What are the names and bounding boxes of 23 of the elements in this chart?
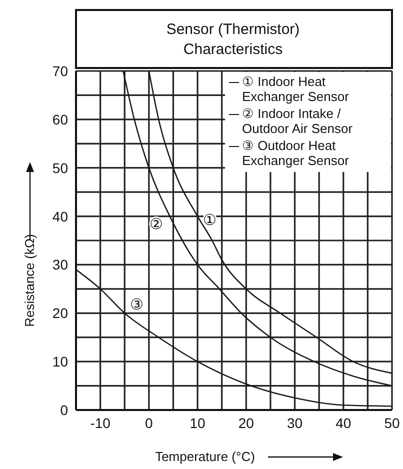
y-tick-label: 60: [52, 111, 68, 128]
y-tick-label: 20: [52, 305, 68, 322]
x-tick-label: 30: [286, 414, 303, 431]
annotation: ③: [130, 296, 144, 314]
legend-label: ① Indoor Heat Exchanger Sensor: [242, 74, 350, 104]
x-tick-label: 0: [145, 414, 154, 431]
x-tick-label: -10: [90, 414, 111, 431]
y-tick-label: 10: [52, 354, 68, 370]
y-tick-label: 40: [52, 208, 68, 224]
y-axis-title: Resistance (kΩ): [22, 234, 37, 327]
x-axis-title: Temperature (°C): [155, 449, 255, 464]
annotation: ①: [203, 212, 216, 229]
y-tick-label: 0: [60, 402, 68, 418]
legend-label: ② Indoor Intake / Outdoor Air Sensor: [242, 106, 354, 136]
y-tick-label: 70: [52, 62, 68, 79]
annotation: ②: [149, 216, 162, 233]
x-tick-label: 20: [238, 414, 254, 431]
legend-label: ③ Outdoor Heat Exchanger Sensor: [242, 138, 350, 168]
x-tick-label: 50: [384, 414, 400, 431]
y-tick-label: 30: [52, 256, 68, 273]
x-tick-label: 10: [190, 414, 206, 431]
x-tick-label: 40: [336, 414, 352, 431]
y-tick-label: 50: [52, 160, 68, 176]
